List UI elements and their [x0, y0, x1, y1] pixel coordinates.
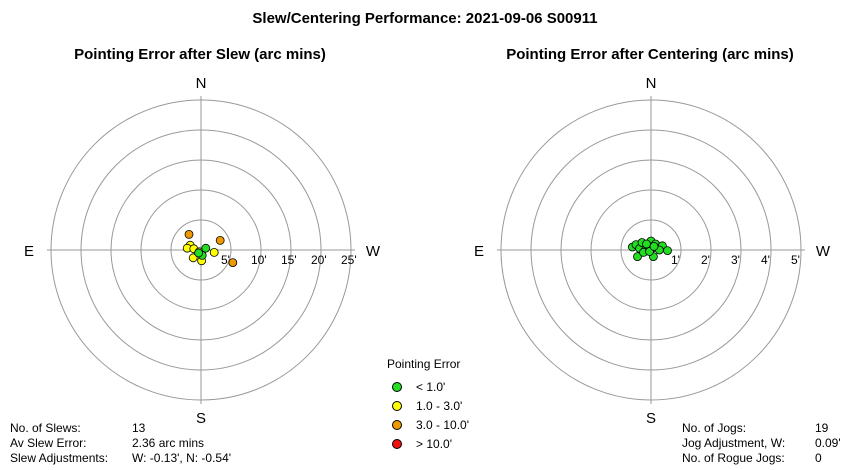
stats-row: No. of Jogs: 19 — [682, 421, 841, 436]
stats-value: W: -0.13', N: -0.54' — [132, 451, 232, 465]
ring-label: 3' — [731, 253, 740, 267]
ring-label: 20' — [311, 253, 327, 267]
legend-label: 1.0 - 3.0' — [416, 398, 463, 413]
legend-item: 3.0 - 10.0' — [387, 415, 469, 434]
stats-value: 2.36 arc mins — [132, 436, 205, 450]
legend-item: 1.0 - 3.0' — [387, 396, 469, 415]
data-point — [184, 229, 194, 239]
ring-label: 5' — [791, 253, 800, 267]
slew-stats: No. of Slews: 13 Av Slew Error: 2.36 arc… — [10, 421, 231, 466]
data-point — [215, 235, 225, 245]
ring-label: 1' — [671, 253, 680, 267]
main-title: Slew/Centering Performance: 2021-09-06 S… — [252, 10, 598, 27]
legend-label: < 1.0' — [416, 379, 446, 394]
stats-row: Slew Adjustments: W: -0.13', N: -0.54' — [10, 451, 231, 466]
ring-label: 15' — [281, 253, 297, 267]
data-point — [642, 239, 651, 249]
stats-label: No. of Slews: — [10, 421, 81, 435]
ring-label: 4' — [761, 253, 770, 267]
ring-label: 10' — [251, 253, 267, 267]
compass-east: E — [24, 243, 34, 260]
ring-label: 2' — [701, 253, 710, 267]
legend-swatch — [392, 400, 402, 411]
data-point — [201, 243, 211, 253]
data-point — [228, 258, 238, 268]
jog-stats: No. of Jogs: 19 Jog Adjustment, W: 0.09'… — [682, 421, 841, 466]
stats-label: Av Slew Error: — [10, 436, 87, 450]
legend-label: > 10.0' — [416, 436, 452, 451]
stats-row: No. of Slews: 13 — [10, 421, 231, 436]
legend-item: > 10.0' — [387, 434, 469, 453]
legend-label: 3.0 - 10.0' — [416, 417, 469, 432]
legend-title: Pointing Error — [387, 357, 461, 371]
slew-plot-title: Pointing Error after Slew (arc mins) — [74, 46, 326, 63]
data-point — [188, 253, 198, 263]
stats-label: No. of Jogs: — [682, 421, 747, 435]
compass-west: W — [366, 243, 381, 260]
legend-swatch — [392, 381, 402, 392]
compass-south: S — [196, 410, 206, 427]
stats-value: 19 — [815, 421, 829, 435]
stats-label: No. of Rogue Jogs: — [682, 451, 785, 465]
compass-north: N — [646, 75, 657, 92]
ring-label: 5' — [221, 253, 230, 267]
centering-plot-title: Pointing Error after Centering (arc mins… — [506, 46, 794, 63]
stats-value: 13 — [132, 421, 146, 435]
compass-north: N — [196, 75, 207, 92]
legend: Pointing Error < 1.0' 1.0 - 3.0' 3.0 - 1… — [387, 357, 469, 453]
ring-label: 25' — [341, 253, 357, 267]
legend-item: < 1.0' — [387, 377, 469, 396]
data-point — [633, 252, 642, 262]
compass-east: E — [474, 243, 484, 260]
stats-value: 0 — [815, 451, 822, 465]
legend-swatch — [392, 438, 402, 449]
data-point — [649, 241, 659, 251]
data-point — [663, 246, 672, 256]
stats-row: No. of Rogue Jogs: 0 — [682, 451, 841, 466]
compass-south: S — [646, 410, 656, 427]
data-point — [194, 248, 204, 258]
stats-label: Slew Adjustments: — [10, 451, 109, 465]
data-point — [209, 247, 219, 257]
stats-row: Av Slew Error: 2.36 arc mins — [10, 436, 231, 451]
compass-west: W — [816, 243, 831, 260]
stats-label: Jog Adjustment, W: — [682, 436, 786, 450]
stats-row: Jog Adjustment, W: 0.09' — [682, 436, 841, 451]
stats-value: 0.09' — [815, 436, 841, 450]
legend-swatch — [392, 419, 402, 430]
